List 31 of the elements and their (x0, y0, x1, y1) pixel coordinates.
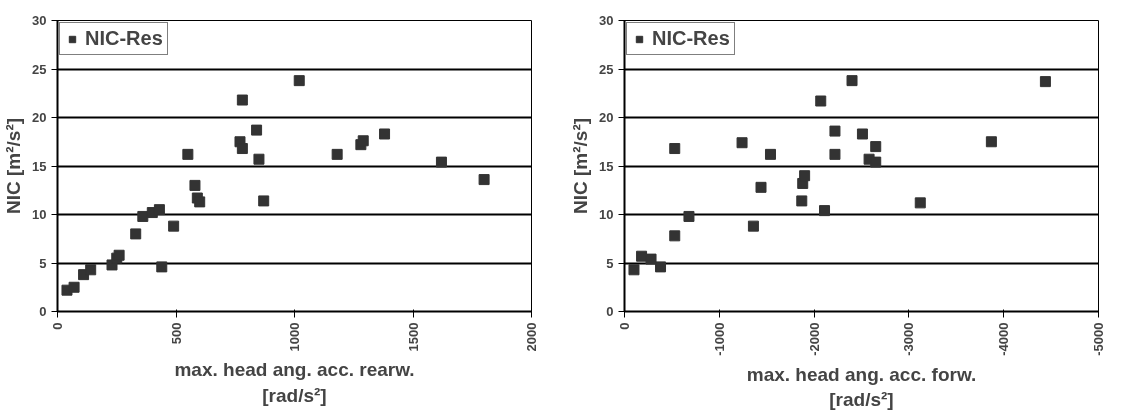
y-tick-label: 10 (32, 207, 47, 222)
y-tick-label: 25 (32, 61, 47, 77)
y-tick-label: 5 (39, 255, 47, 271)
legend-label: NIC-Res (85, 27, 163, 50)
y-tick-label: 30 (32, 13, 47, 28)
y-tick-label: 0 (606, 304, 614, 319)
x-tick-label: -4000 (996, 322, 1012, 356)
x-tick-label: 1500 (405, 322, 421, 352)
y-tick-label: 0 (39, 304, 47, 319)
y-axis-title: NIC [m²/s²] (3, 117, 25, 215)
x-axis-title: max. head ang. acc. forw. [rad/s²] (746, 363, 977, 410)
x-tick-label: 0 (617, 322, 632, 330)
y-tick-label: 15 (32, 158, 47, 174)
x-axis-title: max. head ang. acc. rearw. [rad/s²] (174, 359, 415, 406)
x-tick-label: 1000 (287, 322, 302, 352)
x-tick-label: 0 (50, 322, 65, 330)
y-axis-title: NIC [m²/s²] (570, 117, 592, 215)
y-tick-label: 5 (606, 255, 614, 271)
x-tick-label: -3000 (901, 322, 917, 356)
x-tick-label: 2000 (524, 322, 539, 352)
y-tick-label: 15 (599, 158, 614, 174)
x-tick-label: 500 (168, 322, 184, 345)
y-tick-label: 25 (599, 61, 614, 77)
y-tick-label: 20 (599, 110, 614, 125)
y-tick-label: 10 (599, 207, 614, 222)
x-tick-label: -1000 (711, 322, 727, 356)
legend-label: NIC-Res (652, 27, 730, 50)
x-tick-label: -5000 (1091, 322, 1106, 356)
x-tick-label: -2000 (806, 322, 822, 356)
y-tick-label: 20 (32, 110, 47, 125)
y-tick-label: 30 (599, 13, 614, 28)
